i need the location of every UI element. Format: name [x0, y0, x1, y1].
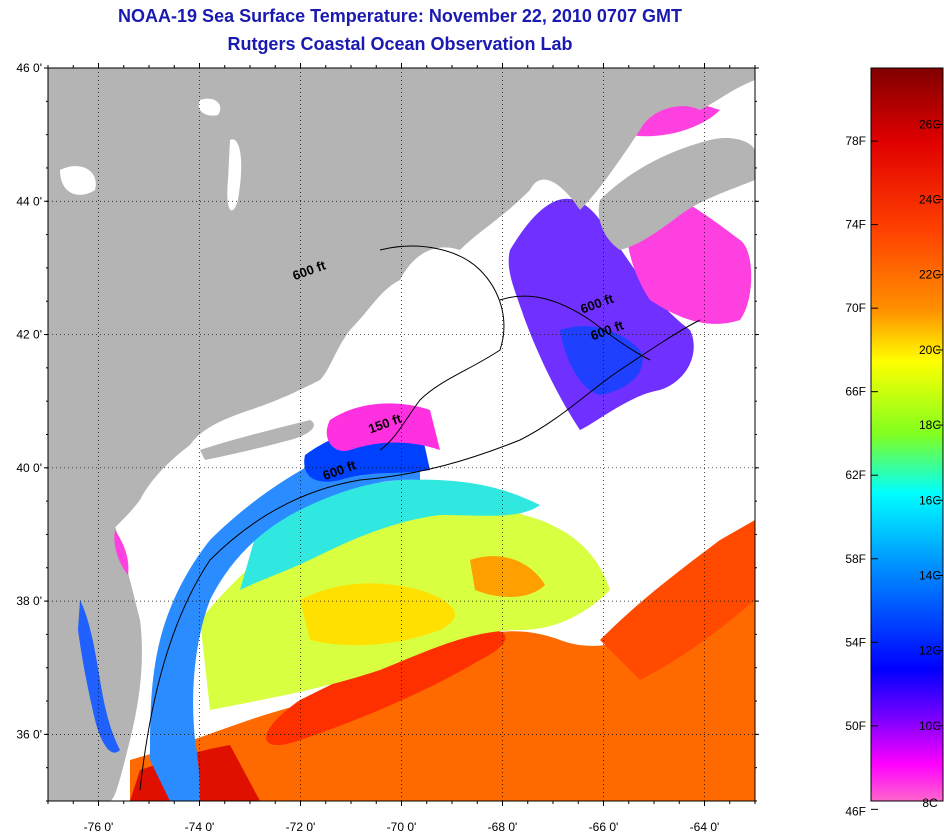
lon-label: -70 0'	[387, 820, 417, 834]
lake	[198, 98, 221, 116]
colorbar-label-f: 66F	[845, 385, 866, 399]
north-american-land	[48, 68, 755, 760]
colorbar-label-c: 24C	[919, 193, 941, 207]
colorbar-label-c: 20C	[919, 343, 941, 357]
nova-scotia-land	[598, 138, 755, 250]
lon-label: -68 0'	[488, 820, 518, 834]
sst-imagery	[48, 68, 755, 801]
lat-label: 46 0'	[16, 61, 42, 75]
lat-label: 42 0'	[16, 328, 42, 342]
axis-labels: 46 0' 44 0' 42 0' 40 0' 38 0' 36 0' -76 0' -74 …	[16, 61, 759, 834]
cold-water-cape-cod	[326, 403, 440, 451]
colorbar-label-f: 74F	[845, 218, 866, 232]
lon-label: -74 0'	[185, 820, 215, 834]
lon-label: -64 0'	[690, 820, 720, 834]
colorbar-label-f: 70F	[845, 301, 866, 315]
lat-label: 36 0'	[16, 727, 42, 741]
lon-label: -66 0'	[589, 820, 619, 834]
orange-patch	[470, 556, 545, 597]
colorbar-label-f: 62F	[845, 468, 866, 482]
delaware-bay	[114, 530, 129, 575]
lake	[227, 139, 242, 211]
colorbar-label-c: 10C	[919, 719, 941, 733]
chesapeake-bay	[78, 600, 120, 753]
yellow-patch	[300, 583, 455, 646]
gulf-stream-east	[600, 520, 755, 680]
lat-label: 40 0'	[16, 461, 42, 475]
lake	[60, 166, 96, 195]
colorbar-label-c: 26C	[919, 117, 941, 131]
lat-label: 44 0'	[16, 194, 42, 208]
map-title: NOAA-19 Sea Surface Temperature: Novembe…	[118, 6, 682, 26]
gulf-stream-core	[266, 629, 506, 746]
colorbar-label-f: 78F	[845, 134, 866, 148]
colorbar-label-c: 12C	[919, 644, 941, 658]
map-subtitle: Rutgers Coastal Ocean Observation Lab	[227, 34, 573, 54]
gulf-of-maine-purple	[508, 198, 694, 430]
colorbar-label-f: 46F	[845, 804, 866, 818]
lat-label: 38 0'	[16, 594, 42, 608]
lon-label: -76 0'	[84, 820, 114, 834]
colorbar-label-c: 14C	[919, 568, 941, 582]
colorbar-label-c: 22C	[919, 268, 941, 282]
bathymetry-contour-600ft	[139, 319, 701, 791]
lon-label: -72 0'	[286, 820, 316, 834]
colorbar-label-f: 50F	[845, 719, 866, 733]
colorbar-label-f: 58F	[845, 552, 866, 566]
bathymetry-contour-150ft	[379, 245, 505, 451]
long-island-land	[200, 420, 314, 460]
colorbar-label-c: 16C	[919, 493, 941, 507]
bathymetry-contour-gom	[499, 295, 651, 361]
colorbar-label-c: 8C	[922, 796, 938, 810]
colorbar-label-f: 54F	[845, 635, 866, 649]
colorbar-label-c: 18C	[919, 418, 941, 432]
cool-shelf-band	[240, 479, 540, 590]
colorbar-labels: 26C 24C 22C 20C 18C 16C 14C 12C 10C 8C 78F 74F 70F 66…	[845, 117, 943, 818]
colorbar	[870, 67, 944, 802]
coastal-shelf-water	[150, 444, 420, 801]
